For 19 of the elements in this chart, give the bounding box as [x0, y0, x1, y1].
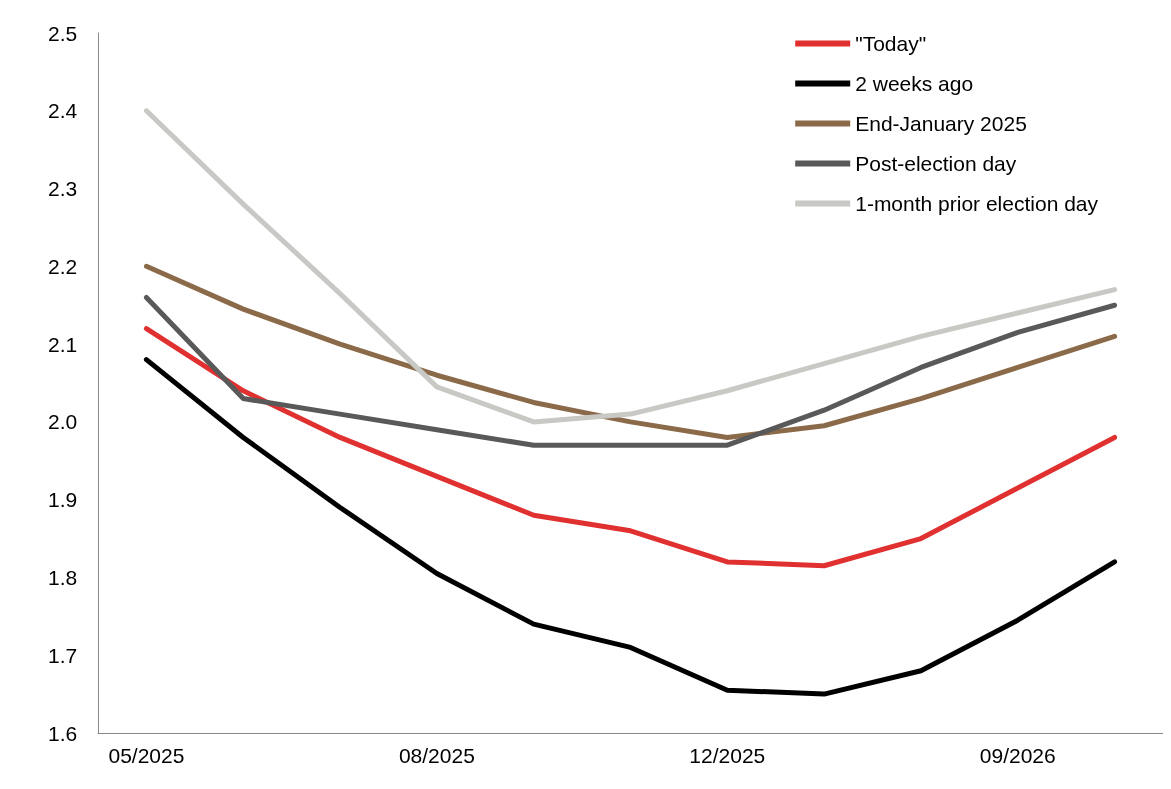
x-tick-label: 05/2025	[108, 744, 185, 767]
y-tick-label: 2.4	[48, 99, 78, 123]
y-tick-label: 2.2	[48, 254, 78, 278]
y-tick-label: 1.9	[48, 488, 78, 512]
y-tick-label: 1.8	[48, 565, 78, 589]
legend-label: End-January 2025	[855, 112, 1027, 135]
y-tick-label: 2.5	[48, 21, 78, 45]
x-tick-label: 09/2026	[979, 744, 1056, 767]
x-tick-label: 12/2025	[689, 744, 766, 767]
y-tick-label: 2.3	[48, 177, 78, 201]
legend-label: 2 weeks ago	[855, 72, 974, 95]
legend-label: 1-month prior election day	[855, 192, 1099, 215]
legend-label: Post-election day	[855, 152, 1017, 175]
x-tick-label: 08/2025	[398, 744, 475, 767]
legend-label: "Today"	[855, 32, 927, 55]
y-tick-label: 2.1	[48, 332, 78, 356]
y-tick-label: 1.6	[48, 721, 78, 745]
y-tick-label: 1.7	[48, 643, 78, 667]
y-tick-label: 2.0	[48, 410, 78, 434]
